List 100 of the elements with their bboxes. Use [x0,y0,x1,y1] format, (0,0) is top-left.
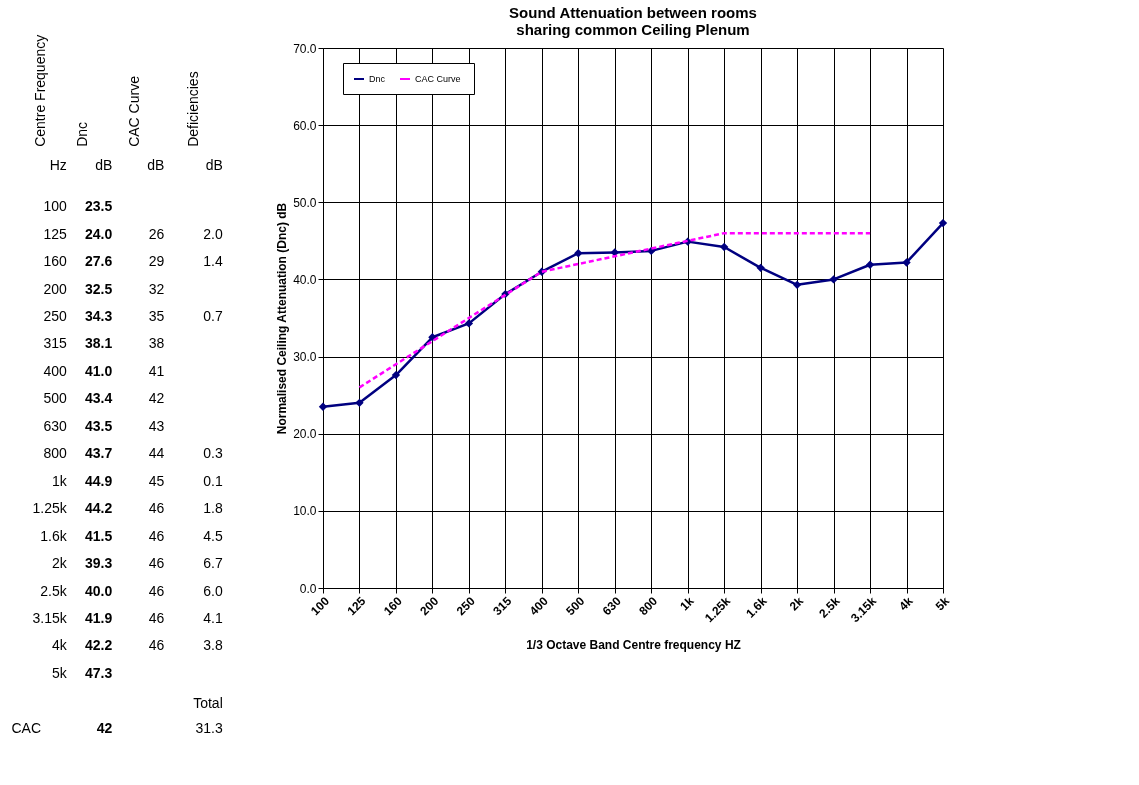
data-label: 2.0 [203,225,223,242]
data-label: 35 [148,308,165,325]
x-tick-label: 1.6k [743,593,770,621]
text: CAC [11,719,42,736]
y-tick-label: 40.0 [293,272,317,287]
data-label: 42 [148,390,165,407]
data-label: 1.4 [203,253,223,270]
x-tick-label: 200 [417,593,442,619]
category-label: 4k [51,637,68,654]
category-label: 2k [51,555,68,572]
x-tick-label: 2k [786,593,807,614]
point [829,275,838,284]
category-label: 630 [43,417,67,434]
y-axis-title: Normalised Ceiling Attenuation (Dnc) dB [275,202,290,435]
y-tick-label: 10.0 [293,504,317,519]
x-tick-label: 315 [490,593,515,619]
x-tick-label: 2.5k [816,593,843,621]
x-tick-label: 160 [380,593,406,619]
data-label: 45 [148,472,165,489]
data-label: 43 [148,417,165,434]
text: dB [147,157,165,174]
data-label: 32 [148,280,165,297]
x-tick-label: 400 [526,593,552,619]
data-label: 6.7 [203,555,223,572]
point [902,258,911,267]
data-label: 6.0 [203,582,223,599]
category-label: 2.5k [40,582,68,599]
data-label: 0.7 [203,308,223,325]
data-label: 43.7 [85,445,113,462]
category-label: 160 [43,253,67,270]
y-tick-label: 60.0 [293,118,317,133]
x-tick-label: 250 [453,593,479,619]
data-label: 4.5 [203,527,223,544]
data-label: 44 [148,445,165,462]
point [574,249,583,258]
data-label: 23.5 [85,198,113,215]
category-label: 100 [43,198,67,215]
text: 31.3 [195,719,223,736]
data-label: 0.3 [203,445,223,462]
category-label: 200 [43,280,67,297]
category-label: 800 [43,445,67,462]
data-label: 44.9 [85,472,113,489]
text: Centre Frequency [31,34,48,147]
data-label: 46 [148,582,165,599]
point [865,260,875,269]
data-label: 46 [148,527,165,544]
category-label: 1.25k [32,500,68,517]
chart-title: Sound Attenuation between rooms sharing common Ceiling Plenum [509,4,757,38]
data-label: 32.5 [85,280,113,297]
text: Total [193,695,223,712]
point [792,280,802,290]
text: CAC Curve [126,75,142,147]
data-label: 46 [148,637,165,654]
point [355,398,364,408]
point [464,319,474,328]
legend-label: CAC Curve [415,74,461,84]
data-label: 34.3 [85,308,113,325]
data-label: 47.3 [85,664,113,681]
category-label: 250 [43,308,67,325]
point [756,263,765,273]
y-tick-label: 50.0 [293,195,317,210]
data-label: 46 [148,609,165,626]
category-label: 5k [51,664,68,681]
text: dB [205,157,223,174]
x-tick-label: 4k [896,593,916,614]
x-tick-label: 800 [636,593,661,619]
line-series [358,231,872,389]
y-tick-label: 0.0 [299,581,317,596]
category-label: 1k [51,472,68,489]
data-label: 27.6 [85,253,113,270]
data-label: 41.0 [85,362,113,379]
point [610,248,619,257]
data-label: 44.2 [85,500,113,517]
data-label: 40.0 [85,582,113,599]
y-tick-label: 30.0 [293,350,317,365]
data-label: 24.0 [85,225,113,242]
x-tick-label: 5k [932,593,953,614]
text: Deficiencies [184,71,201,147]
y-tick-label: 20.0 [293,427,317,442]
data-label: 41.9 [85,609,113,626]
point [938,218,948,228]
category-label: 500 [43,390,67,407]
data-label: 3.8 [203,637,223,654]
x-tick-label: 630 [599,593,624,619]
category-label: 400 [43,362,67,379]
data-label: 41.5 [85,527,113,544]
data-label: 43.5 [85,417,113,434]
legend-label: Dnc [369,74,386,84]
x-axis-title: 1/3 Octave Band Centre frequency HZ [526,637,741,652]
data-label: 46 [148,555,165,572]
text: dB [95,157,113,174]
text: 42 [96,719,113,736]
data-label: 38 [148,335,165,352]
y-tick-label: 70.0 [293,41,317,56]
data-label: 26 [148,225,165,242]
data-label: 46 [148,500,165,517]
point [318,402,328,411]
x-tick-label: 125 [344,593,369,619]
category-label: 1.6k [40,527,68,544]
data-label: 42.2 [85,637,113,654]
